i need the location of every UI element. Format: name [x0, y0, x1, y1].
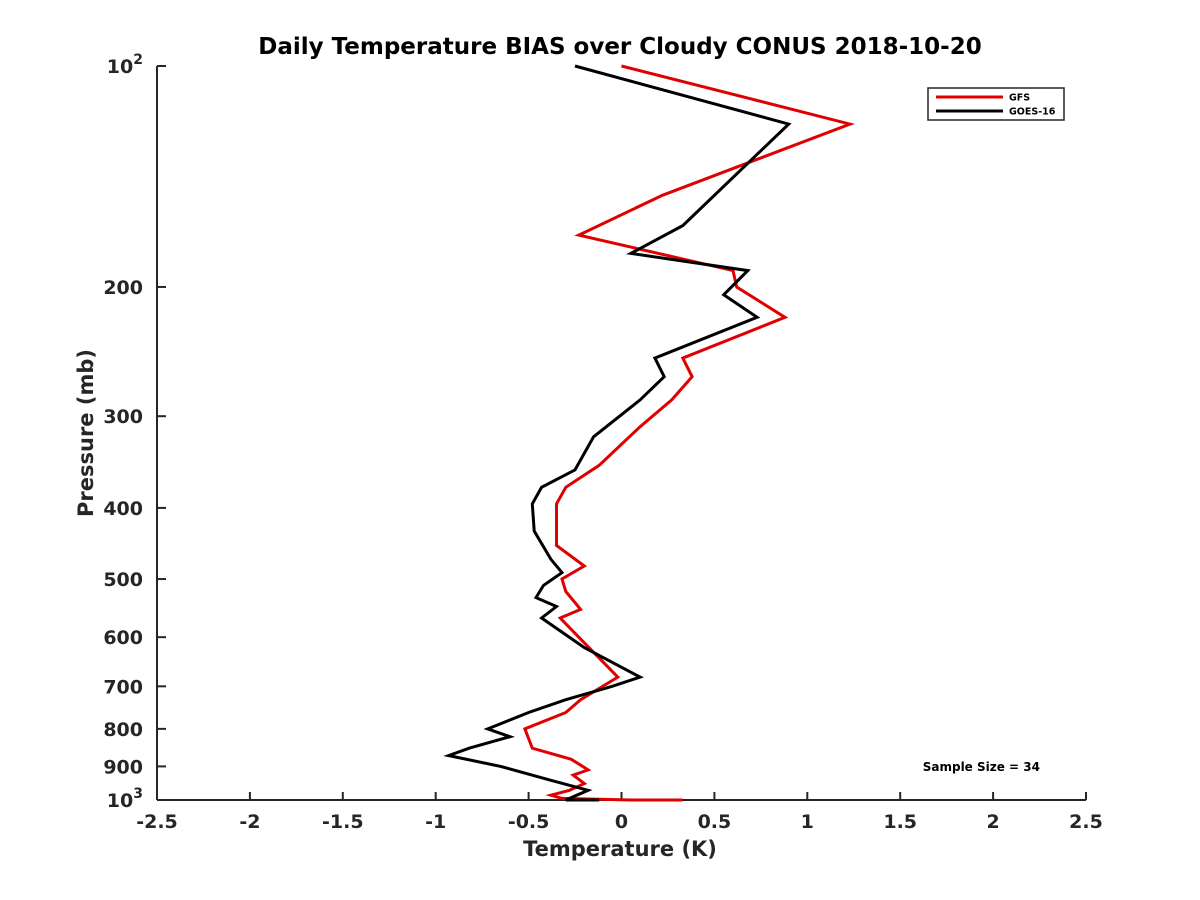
y-tick-label: 500 — [103, 569, 143, 591]
y-tick-label: 103 — [107, 786, 143, 812]
x-tick-label: -2.5 — [136, 811, 178, 833]
x-tick-label: 0.5 — [698, 811, 732, 833]
x-tick-label: -0.5 — [508, 811, 550, 833]
x-tick-label: 2.5 — [1069, 811, 1103, 833]
x-tick-label: -2 — [239, 811, 260, 833]
x-tick-label: 1 — [801, 811, 814, 833]
x-axis-label: Temperature (K) — [523, 837, 717, 861]
chart-title: Daily Temperature BIAS over Cloudy CONUS… — [258, 34, 981, 60]
legend-label: GFS — [1009, 93, 1030, 104]
legend: GFS GOES-16 — [927, 87, 1065, 121]
y-tick-label: 600 — [103, 627, 143, 649]
legend-box — [927, 87, 1065, 121]
series-lines — [443, 64, 855, 802]
legend-label: GOES-16 — [1009, 107, 1056, 118]
y-tick-label: 200 — [103, 277, 143, 299]
axes: -2.5 -2 -1.5 -1 -0.5 0 0.5 1 1.5 2 2.5102200300400… — [103, 52, 1103, 833]
series-line-goes-16 — [443, 64, 792, 802]
y-tick-label: 800 — [103, 719, 143, 741]
x-tick-label: 2 — [986, 811, 999, 833]
x-tick-label: 0 — [615, 811, 628, 833]
y-axis-label: Pressure (mb) — [74, 349, 98, 517]
y-tick-label-base: 10 — [107, 790, 133, 812]
series-line-gfs — [522, 64, 855, 802]
x-tick-label: -1 — [425, 811, 446, 833]
y-tick-label-base: 10 — [107, 56, 133, 78]
y-tick-label: 300 — [103, 406, 143, 428]
y-tick-label: 900 — [103, 756, 143, 778]
sample-size-annotation: Sample Size = 34 — [923, 760, 1040, 774]
y-tick-label: 102 — [107, 52, 143, 78]
y-tick-label: 700 — [103, 676, 143, 698]
y-tick-label-exponent: 2 — [133, 52, 143, 68]
x-tick-label: -1.5 — [322, 811, 364, 833]
x-tick-label: 1.5 — [883, 811, 917, 833]
y-tick-label: 400 — [103, 498, 143, 520]
y-tick-label-exponent: 3 — [133, 786, 143, 802]
